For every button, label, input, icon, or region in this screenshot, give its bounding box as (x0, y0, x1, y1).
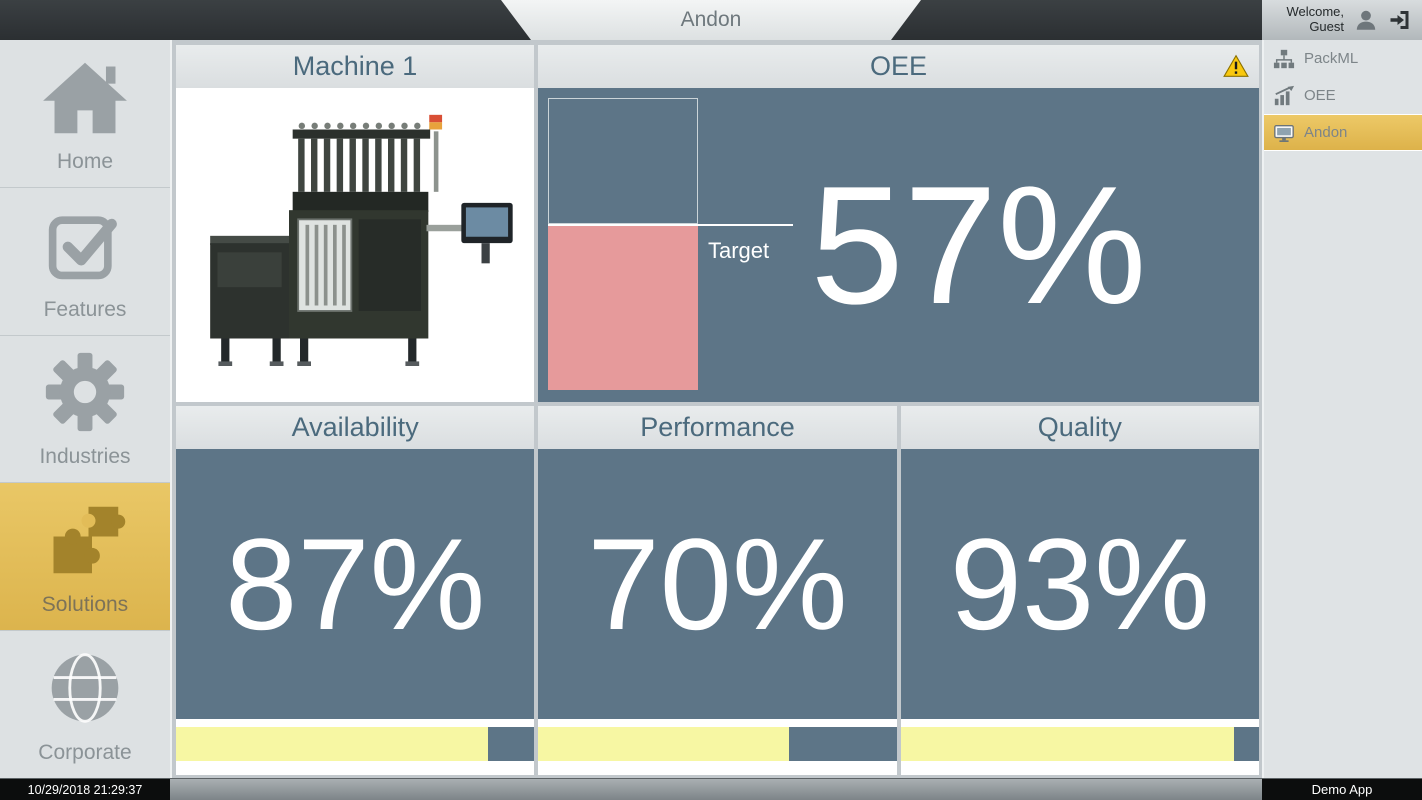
oee-target-line (548, 223, 793, 226)
left-sidebar: Home Features (0, 40, 172, 778)
page-title-tab: Andon (501, 0, 921, 40)
metric-title: Availability (291, 412, 419, 442)
home-icon (39, 53, 131, 141)
oee-bar-remainder (548, 98, 698, 224)
app-label: Demo App (1311, 782, 1373, 797)
user-area: Welcome, Guest (1262, 0, 1422, 40)
user-icon[interactable] (1353, 7, 1379, 33)
nav-item-oee[interactable]: OEE (1264, 77, 1422, 114)
top-bar: Andon Welcome, Guest (0, 0, 1422, 40)
nav-item-label: Andon (1304, 124, 1348, 141)
hierarchy-icon (1273, 48, 1295, 70)
metric-panel-header: Availability (176, 406, 535, 449)
nav-item-label: OEE (1304, 87, 1336, 104)
metric-title: Quality (1037, 412, 1122, 442)
machine-panel-title: Machine 1 (292, 51, 418, 81)
oee-panel-header: OEE (538, 45, 1259, 88)
oee-panel-title: OEE (869, 51, 928, 81)
oee-target-label: Target (708, 237, 770, 263)
oee-body: Target 57% (538, 88, 1259, 402)
metric-panel-performance: Performance 70% (538, 406, 897, 775)
metric-progress (900, 727, 1259, 761)
oee-bar-chart: Target (548, 98, 793, 390)
machine-panel-header: Machine 1 (176, 45, 534, 88)
metric-progress-fill (176, 727, 488, 761)
sidebar-item-features[interactable]: Features (0, 186, 170, 335)
metric-value: 93% (900, 449, 1259, 719)
gear-icon (42, 348, 128, 436)
status-bar: 10/29/2018 21:29:37 Demo App (0, 778, 1422, 800)
machine-panel: Machine 1 (176, 45, 534, 402)
oee-value: 57% (810, 151, 1147, 339)
bar-chart-icon (1273, 85, 1295, 107)
logout-icon[interactable] (1388, 8, 1412, 32)
page-title: Andon (680, 8, 742, 31)
welcome-text: Welcome, Guest (1286, 4, 1344, 35)
checkbox-icon (44, 201, 126, 289)
sidebar-item-label: Corporate (38, 741, 132, 765)
metric-progress-fill (900, 727, 1234, 761)
monitor-icon (1273, 122, 1295, 144)
clock: 10/29/2018 21:29:37 (0, 779, 170, 800)
oee-bar-fill (548, 223, 698, 390)
metric-progress (176, 727, 535, 761)
metric-panel-header: Quality (900, 406, 1259, 449)
metric-panel-quality: Quality 93% (900, 406, 1259, 775)
sidebar-item-corporate[interactable]: Corporate (0, 630, 170, 778)
globe-icon (43, 644, 127, 732)
sidebar-item-industries[interactable]: Industries (0, 334, 170, 483)
app-badge: Demo App (1262, 779, 1422, 800)
sidebar-item-label: Solutions (41, 593, 129, 617)
nav-item-andon[interactable]: Andon (1264, 114, 1422, 151)
sidebar-item-label: Home (56, 149, 114, 173)
oee-panel: OEE Target (538, 45, 1259, 402)
machine-image-area (176, 88, 534, 402)
warning-icon[interactable] (1223, 54, 1249, 83)
metric-progress-fill (538, 727, 790, 761)
right-sidebar: PackML OEE (1262, 40, 1422, 778)
nav-item-label: PackML (1304, 50, 1359, 67)
nav-item-packml[interactable]: PackML (1264, 40, 1422, 77)
metric-panel-availability: Availability 87% (176, 406, 535, 775)
puzzle-icon (40, 496, 130, 584)
metric-value: 87% (176, 449, 535, 719)
metric-value: 70% (538, 449, 897, 719)
sidebar-item-label: Industries (39, 445, 131, 469)
timestamp: 10/29/2018 21:29:37 (27, 782, 143, 797)
main-content: Machine 1 (172, 40, 1262, 778)
welcome-line2: Guest (1309, 19, 1344, 34)
sidebar-item-home[interactable]: Home (0, 40, 170, 187)
machine-photo (190, 107, 520, 383)
welcome-line1: Welcome, (1286, 4, 1344, 20)
sidebar-item-label: Features (43, 297, 127, 321)
metric-panel-header: Performance (538, 406, 897, 449)
sidebar-item-solutions[interactable]: Solutions (0, 482, 170, 631)
metric-title: Performance (640, 412, 795, 442)
metric-progress (538, 727, 897, 761)
